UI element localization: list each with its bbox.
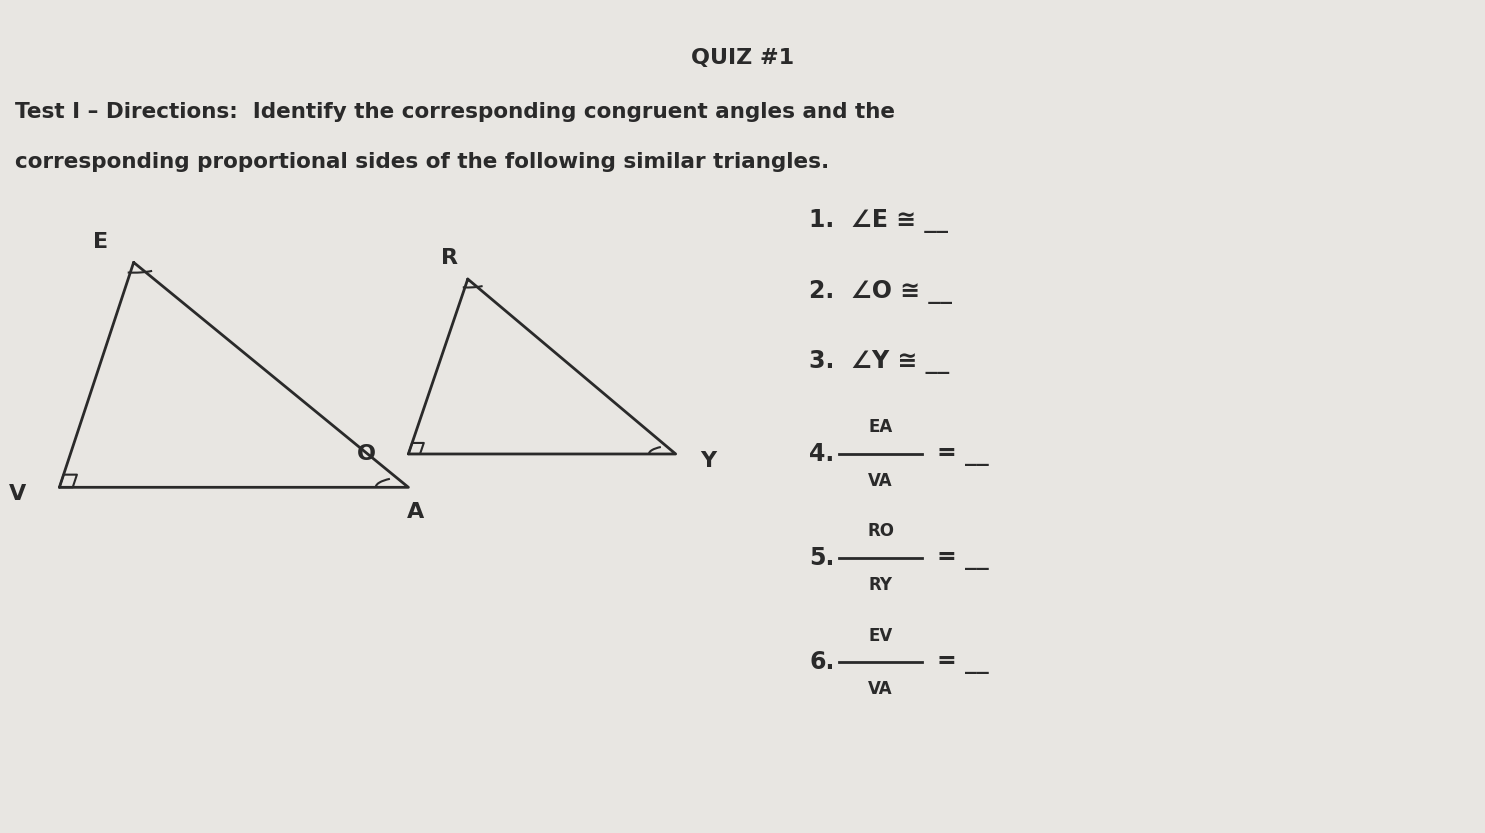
Text: 4.: 4.: [809, 442, 835, 466]
Text: 6.: 6.: [809, 651, 835, 674]
Text: Test I – Directions:  Identify the corresponding congruent angles and the: Test I – Directions: Identify the corres…: [15, 102, 895, 122]
Text: E: E: [94, 232, 108, 252]
Text: RO: RO: [867, 522, 894, 541]
Text: RY: RY: [869, 576, 892, 594]
Text: = __: = __: [937, 546, 989, 570]
Text: 2.  ∠O ≅ __: 2. ∠O ≅ __: [809, 280, 952, 303]
Text: corresponding proportional sides of the following similar triangles.: corresponding proportional sides of the …: [15, 152, 829, 172]
Text: QUIZ #1: QUIZ #1: [691, 48, 794, 68]
Text: = __: = __: [937, 442, 989, 466]
Text: V: V: [9, 484, 27, 504]
Text: A: A: [407, 502, 425, 522]
Text: Y: Y: [701, 451, 716, 471]
Text: 3.  ∠Y ≅ __: 3. ∠Y ≅ __: [809, 351, 949, 374]
Text: EV: EV: [869, 626, 892, 645]
Text: R: R: [441, 248, 459, 268]
Text: 1.  ∠E ≅ __: 1. ∠E ≅ __: [809, 209, 949, 232]
Text: EA: EA: [869, 418, 892, 436]
Text: = __: = __: [937, 651, 989, 674]
Text: VA: VA: [869, 680, 892, 698]
Text: 5.: 5.: [809, 546, 835, 570]
Text: O: O: [358, 444, 376, 464]
Text: VA: VA: [869, 471, 892, 490]
